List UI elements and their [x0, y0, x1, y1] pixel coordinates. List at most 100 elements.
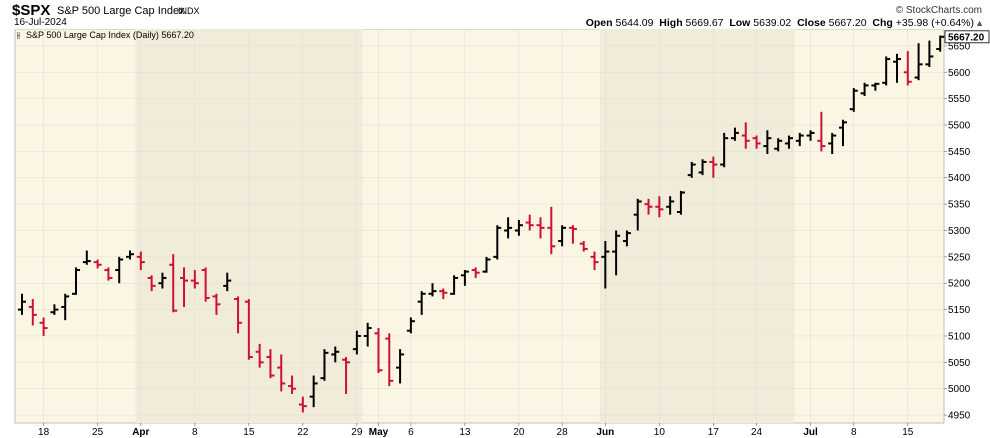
low-value: 5639.02	[753, 17, 792, 29]
ohlc-bar	[104, 267, 113, 281]
y-tick-label: 5100	[948, 331, 971, 342]
bar-legend-icon: ⫲	[17, 30, 20, 40]
ohlc-bar	[730, 127, 739, 141]
ohlc-bar	[784, 135, 793, 149]
ohlc-bar	[439, 288, 448, 300]
ohlc-bars	[18, 35, 945, 413]
ohlc-bar	[298, 396, 307, 413]
ohlc-bar	[720, 132, 729, 168]
y-tick-label: 5550	[948, 94, 971, 105]
ohlc-bar	[385, 333, 394, 387]
ohlc-bar	[18, 293, 26, 315]
low-label: Low	[729, 17, 751, 29]
last-price-box	[944, 30, 990, 44]
ohlc-bar	[126, 250, 135, 260]
ohlc-bar	[471, 267, 480, 278]
ohlc-bar	[882, 56, 891, 86]
ohlc-bar	[655, 196, 664, 218]
ohlc-bar	[828, 132, 837, 155]
y-tick-label: 5250	[948, 252, 971, 263]
high-value: 5669.67	[685, 17, 724, 29]
quote-summary: Open 5644.09 High 5669.67 Low 5639.02 Cl…	[586, 17, 974, 29]
chart-background	[14, 29, 945, 424]
x-tick-label: 22	[297, 427, 309, 438]
ohlc-bar	[266, 349, 275, 379]
ohlc-bar	[406, 317, 415, 334]
x-tick-label: 24	[751, 427, 763, 438]
x-tick-label: 15	[243, 427, 255, 438]
x-tick-label: 20	[513, 427, 525, 438]
ohlc-bar	[28, 299, 37, 326]
y-tick-label: 5450	[948, 147, 971, 158]
x-tick-label: Apr	[132, 427, 149, 438]
quote-date: 16-Jul-2024	[14, 17, 67, 28]
ohlc-bar	[579, 241, 588, 252]
y-tick-label: 5150	[948, 305, 971, 316]
ohlc-bar	[201, 267, 210, 302]
y-tick-label: 5300	[948, 226, 971, 237]
ohlc-bar	[666, 196, 675, 215]
ohlc-bar	[547, 206, 556, 255]
grid-lines	[15, 29, 944, 423]
ohlc-bar	[320, 349, 329, 381]
month-shade	[599, 29, 795, 423]
ohlc-bar	[460, 270, 469, 286]
ohlc-bar	[752, 135, 761, 149]
ohlc-bar	[115, 256, 124, 284]
ohlc-bar	[417, 291, 426, 315]
ohlc-bar	[244, 299, 253, 360]
price-chart: 4950 5000 5050 5100 5150 5200 5250 5300 5350 5400…	[14, 29, 990, 438]
x-tick-label: 17	[708, 427, 720, 438]
ohlc-bar	[190, 270, 199, 289]
ohlc-bar	[514, 219, 523, 236]
ohlc-bar	[633, 198, 642, 231]
y-tick-label: 5500	[948, 120, 971, 131]
y-tick-label: 5350	[948, 200, 971, 211]
ohlc-bar	[482, 256, 491, 273]
y-tick-label: 5200	[948, 279, 971, 290]
open-value: 5644.09	[615, 17, 654, 29]
ohlc-bar	[450, 275, 459, 295]
ohlc-bar	[687, 161, 696, 178]
close-label: Close	[797, 17, 826, 29]
ohlc-bar	[817, 111, 826, 152]
x-tick-label: Jun	[596, 427, 614, 438]
ohlc-bar	[82, 250, 91, 265]
ohlc-bar	[180, 267, 189, 307]
x-tick-label: 8	[192, 427, 198, 438]
x-tick-label: 18	[38, 427, 50, 438]
ohlc-bar	[525, 214, 534, 231]
ohlc-bar	[288, 375, 297, 394]
ohlc-bar	[147, 275, 156, 292]
ohlc-bar	[158, 272, 167, 289]
ohlc-bar	[763, 130, 772, 155]
ohlc-bar	[698, 159, 707, 176]
x-tick-label: 15	[902, 427, 914, 438]
chg-label: Chg	[872, 17, 893, 29]
ohlc-bar	[428, 283, 437, 297]
axes: 4950 5000 5050 5100 5150 5200 5250 5300 5350 5400…	[38, 30, 990, 438]
ohlc-bar	[871, 82, 880, 91]
ohlc-bar	[914, 43, 923, 81]
ohlc-bar	[741, 122, 750, 149]
ohlc-bar	[169, 254, 178, 313]
ohlc-bar	[774, 138, 783, 152]
ohlc-bar	[352, 330, 361, 355]
ohlc-bar	[806, 130, 815, 141]
ohlc-bar	[676, 190, 685, 215]
x-tick-label: Jul	[803, 427, 818, 438]
y-tick-label: 5400	[948, 173, 971, 184]
chart-legend: S&P 500 Large Cap Index (Daily) 5667.20	[26, 30, 194, 40]
ohlc-bar	[860, 82, 869, 96]
x-tick-label: 13	[459, 427, 471, 438]
ohlc-bar	[39, 317, 48, 336]
ohlc-bar	[936, 35, 945, 52]
up-triangle-icon: ▲	[975, 18, 984, 28]
ohlc-bar	[838, 119, 847, 147]
y-tick-label: 5050	[948, 358, 971, 369]
ohlc-bar	[255, 343, 264, 368]
ohlc-bar	[504, 217, 513, 239]
x-tick-label: 8	[851, 427, 857, 438]
ohlc-bar	[309, 375, 318, 408]
ohlc-bar	[493, 225, 502, 260]
